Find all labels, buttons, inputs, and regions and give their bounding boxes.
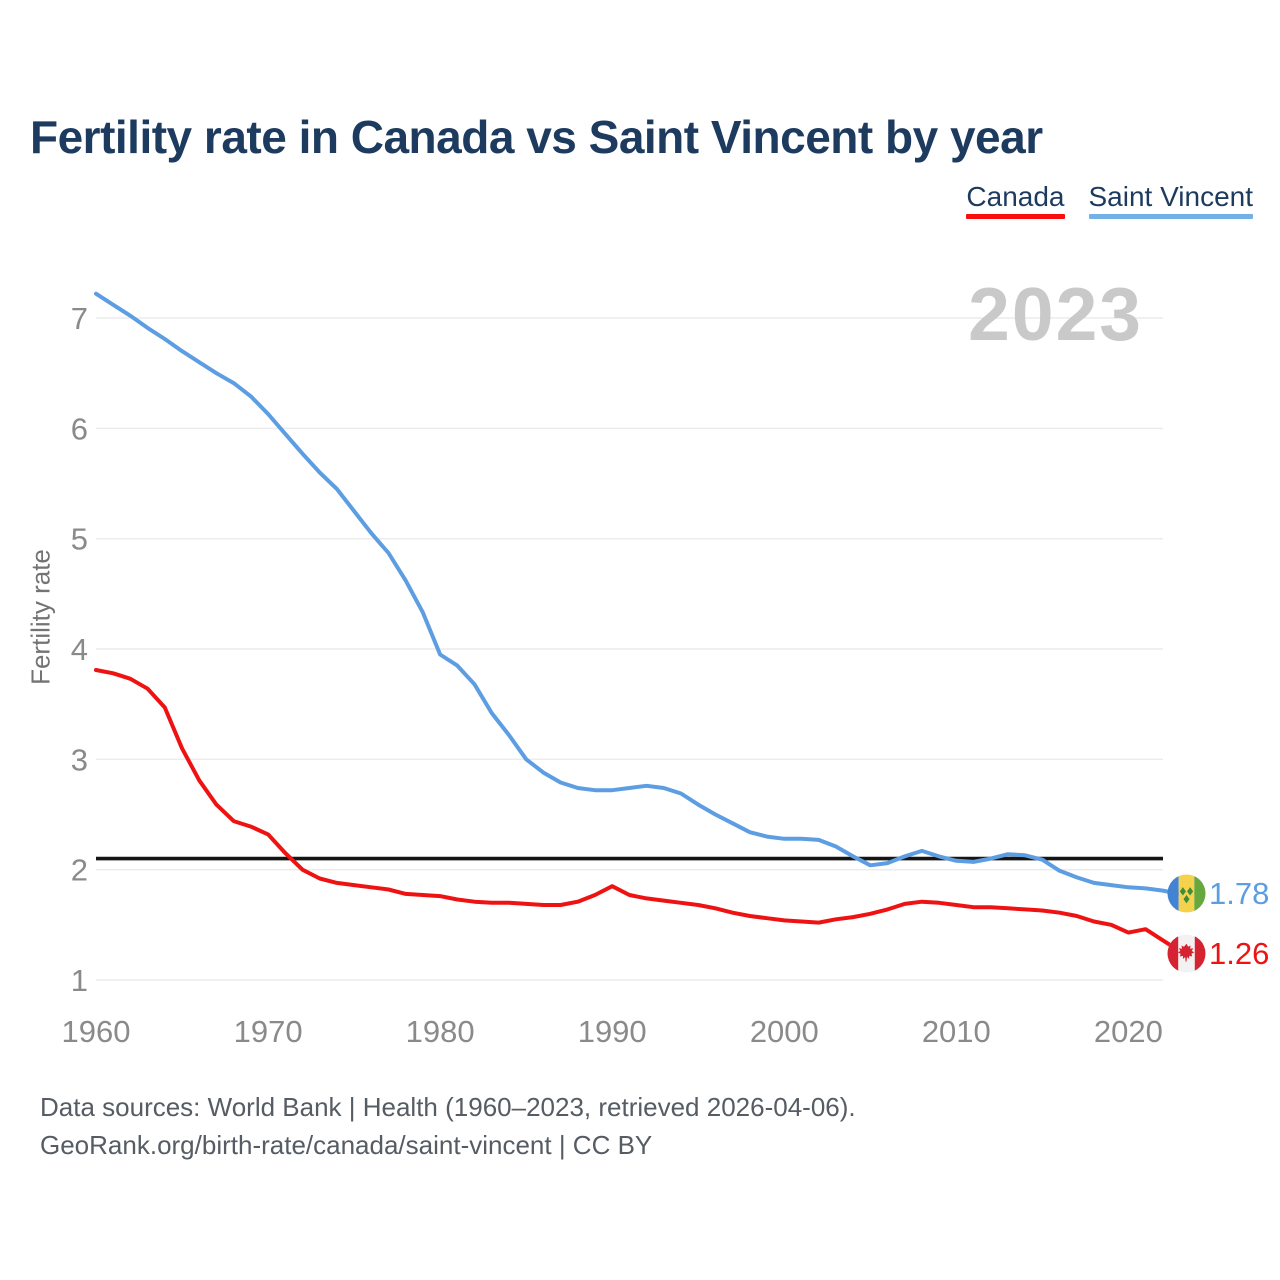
y-tick-label: 7 (71, 301, 88, 336)
footer-attribution: GeoRank.org/birth-rate/canada/saint-vinc… (40, 1130, 653, 1160)
legend-item-canada[interactable]: Canada (966, 181, 1065, 220)
fertility-line-chart: 1 2 3 4 5 6 7 1960 1970 1980 1990 2000 2010 2020 2023 (62, 272, 1182, 1049)
series-line-saint-vincent (94, 291, 1182, 896)
x-tick-label: 1960 (62, 1014, 131, 1049)
footer-data-sources: Data sources: World Bank | Health (1960–… (40, 1092, 856, 1122)
x-tick-label: 2000 (750, 1014, 819, 1049)
year-watermark: 2023 (968, 272, 1143, 356)
saint-vincent-flag-icon (1167, 874, 1206, 913)
y-tick-label: 1 (71, 963, 88, 998)
x-tick-label: 2020 (1094, 1014, 1163, 1049)
series-line-canada (94, 668, 1182, 954)
page-title: Fertility rate in Canada vs Saint Vincen… (30, 111, 1043, 163)
x-tick-label: 1970 (234, 1014, 303, 1049)
legend: Canada Saint Vincent (966, 181, 1254, 220)
y-tick-label: 5 (71, 522, 88, 557)
y-tick-label: 3 (71, 742, 88, 777)
footer: Data sources: World Bank | Health (1960–… (40, 1088, 856, 1164)
canada-flag-icon (1167, 934, 1206, 973)
y-tick-label: 6 (71, 411, 88, 446)
saint-vincent-end-value: 1.78 (1209, 876, 1270, 911)
canada-end-value: 1.26 (1209, 936, 1270, 971)
legend-item-saint-vincent[interactable]: Saint Vincent (1088, 181, 1254, 220)
legend-swatch-saint-vincent (1088, 214, 1253, 220)
y-axis-title: Fertility rate (25, 549, 56, 685)
x-tick-label: 1990 (578, 1014, 647, 1049)
legend-swatch-canada (966, 214, 1065, 220)
y-tick-label: 2 (71, 853, 88, 888)
y-tick-label: 4 (71, 632, 88, 667)
x-tick-label: 1980 (406, 1014, 475, 1049)
legend-label-canada: Canada (966, 181, 1065, 212)
x-tick-label: 2010 (922, 1014, 991, 1049)
legend-label-saint-vincent: Saint Vincent (1088, 181, 1254, 212)
